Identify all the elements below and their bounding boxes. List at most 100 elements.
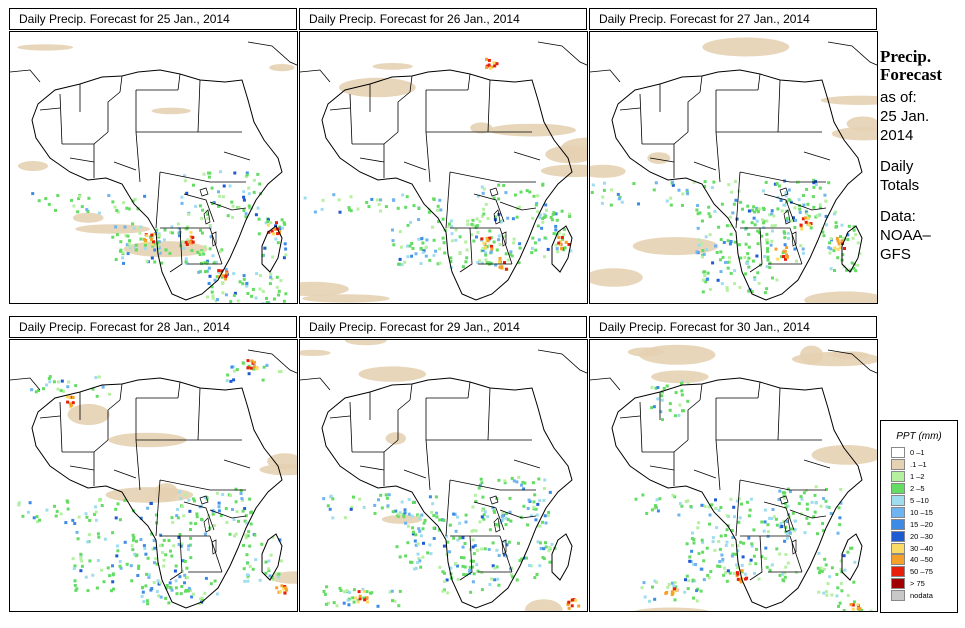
rain-cell: [764, 180, 768, 184]
rain-cell: [538, 213, 542, 217]
rain-cell: [482, 517, 486, 521]
precip-map[interactable]: [589, 31, 878, 304]
rain-cell: [680, 393, 684, 397]
rain-cell: [281, 226, 285, 230]
rain-cell: [75, 530, 79, 534]
rain-cell: [758, 231, 761, 235]
rain-cell: [742, 541, 745, 545]
rain-cell: [71, 518, 75, 522]
lake-outline: [779, 495, 789, 505]
rain-cell: [727, 256, 731, 260]
rain-cell: [127, 207, 131, 211]
rain-cell: [739, 200, 743, 204]
rain-cell: [794, 570, 798, 574]
rain-cell: [544, 203, 548, 207]
rain-cell: [179, 592, 183, 596]
rain-cell: [554, 243, 558, 247]
rain-cell: [495, 548, 499, 552]
rain-cell: [668, 402, 672, 406]
rain-cell: [684, 578, 687, 582]
rain-cell: [232, 369, 236, 373]
rain-cell: [242, 543, 245, 547]
precip-map[interactable]: [9, 31, 298, 304]
legend-item: > 75: [891, 578, 933, 590]
rain-cell: [219, 514, 223, 518]
rain-cell: [189, 556, 193, 560]
rain-cell: [463, 565, 467, 569]
heavy-rain-cell: [143, 240, 147, 244]
rain-cell: [260, 542, 264, 546]
rain-cell: [76, 210, 80, 214]
precip-map[interactable]: [589, 339, 878, 612]
rain-cell: [438, 565, 442, 569]
rain-cell: [391, 510, 395, 514]
rain-cell: [142, 544, 146, 548]
rain-cell: [550, 218, 554, 222]
rain-cell: [673, 581, 677, 584]
rain-cell: [819, 566, 823, 570]
rain-cell: [812, 178, 816, 182]
rain-cell: [761, 189, 765, 193]
heavy-rain-cell: [782, 249, 786, 253]
rain-cell: [232, 272, 236, 276]
legend-label: .1 –1: [910, 460, 927, 470]
rain-cell: [701, 249, 705, 252]
rain-cell: [206, 216, 210, 220]
legend-label: 20 –30: [910, 531, 933, 541]
forecast-panel-1: Daily Precip. Forecast for 25 Jan., 2014: [9, 8, 298, 304]
precip-map[interactable]: [299, 339, 588, 612]
heavy-rain-cell: [278, 230, 281, 233]
rain-cell: [745, 261, 749, 265]
rain-cell: [835, 225, 839, 228]
heavy-rain-cell: [217, 275, 221, 279]
rain-cell: [380, 506, 384, 510]
legend-item: 15 –20: [891, 518, 933, 530]
rain-cell: [385, 496, 389, 500]
lake-outline: [783, 209, 791, 225]
rain-cell: [729, 497, 733, 501]
rain-cell: [707, 576, 711, 580]
rain-cell: [147, 575, 151, 579]
rain-cell: [169, 230, 173, 234]
rain-cell: [752, 216, 756, 220]
rain-cell: [211, 254, 215, 258]
rain-cell: [488, 229, 492, 233]
rain-cell: [198, 204, 202, 208]
rain-cell: [728, 215, 732, 219]
rain-cell: [458, 252, 462, 255]
rain-cell: [189, 528, 192, 531]
heavy-rain-cell: [843, 247, 846, 250]
rain-cell: [320, 207, 324, 211]
rain-cell: [178, 575, 182, 579]
iberia-coast: [590, 69, 621, 83]
legend-swatch: [891, 471, 905, 483]
rain-cell: [229, 300, 233, 303]
precip-map[interactable]: [299, 31, 588, 304]
rain-cell: [824, 214, 828, 218]
rain-cell: [209, 226, 212, 230]
rain-cell: [475, 217, 479, 221]
rain-cell: [773, 224, 777, 227]
rain-cell: [125, 206, 129, 210]
rain-cell: [471, 505, 475, 509]
rain-cell: [271, 535, 275, 539]
rain-cell: [765, 265, 769, 269]
rain-cell: [534, 507, 538, 511]
heavy-rain-cell: [785, 255, 789, 259]
rain-cell: [763, 255, 767, 258]
rain-cell: [202, 252, 206, 256]
legend-label: 50 –75: [910, 567, 933, 577]
rain-cell: [323, 592, 327, 596]
rain-cell: [335, 604, 339, 608]
rain-cell: [783, 231, 787, 235]
rain-cell: [133, 197, 137, 201]
rain-cell: [685, 574, 689, 578]
heavy-rain-cell: [670, 590, 674, 594]
precip-map[interactable]: [9, 339, 298, 612]
rain-cell: [719, 534, 723, 538]
rain-cell: [379, 493, 383, 497]
rain-cell: [781, 491, 785, 495]
heavy-rain-cell: [570, 598, 574, 602]
rain-cell: [266, 218, 270, 222]
rain-cell: [475, 235, 478, 239]
